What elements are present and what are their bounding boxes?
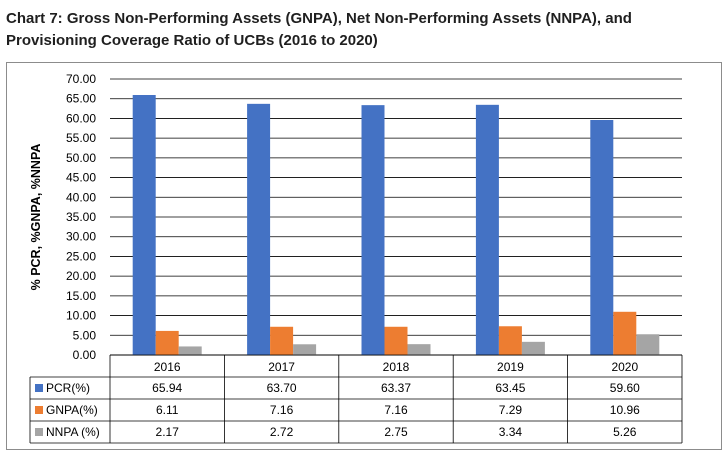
legend-key-3 xyxy=(35,428,43,436)
bar-nnpa-2020 xyxy=(636,334,660,355)
bar-nnpa-2018 xyxy=(407,344,431,355)
y-tick-label: 35.00 xyxy=(66,210,96,224)
data-label: 7.16 xyxy=(270,403,294,417)
y-tick-label: 50.00 xyxy=(66,151,96,165)
data-label: 63.37 xyxy=(381,381,411,395)
bar-pcr-2020 xyxy=(590,120,614,356)
bar-gnpa-2018 xyxy=(384,326,408,355)
y-tick-label: 0.00 xyxy=(73,348,97,362)
y-tick-label: 65.00 xyxy=(66,92,96,106)
y-tick-label: 15.00 xyxy=(66,289,96,303)
data-label: 3.34 xyxy=(499,425,523,439)
chart-title: Chart 7: Gross Non-Performing Assets (GN… xyxy=(6,10,632,49)
x-tick-label: 2018 xyxy=(383,360,410,374)
data-label: 65.94 xyxy=(152,381,182,395)
data-label: 5.26 xyxy=(613,425,637,439)
legend-label: PCR(%) xyxy=(46,381,90,395)
bar-pcr-2016 xyxy=(132,95,156,356)
bar-nnpa-2019 xyxy=(521,341,545,355)
x-tick-label: 2017 xyxy=(268,360,295,374)
data-label: 7.29 xyxy=(499,403,523,417)
legend-label: GNPA(%) xyxy=(46,403,98,417)
x-tick-label: 2016 xyxy=(154,360,181,374)
data-label: 63.45 xyxy=(495,381,525,395)
y-tick-label: 60.00 xyxy=(66,111,96,125)
legend-key-2 xyxy=(35,406,43,414)
x-tick-label: 2020 xyxy=(611,360,638,374)
bar-gnpa-2020 xyxy=(613,311,637,355)
bar-gnpa-2019 xyxy=(498,326,522,355)
data-label: 59.60 xyxy=(610,381,640,395)
bar-nnpa-2016 xyxy=(178,346,202,355)
data-label: 10.96 xyxy=(610,403,640,417)
bar-pcr-2018 xyxy=(361,105,385,355)
y-tick-label: 5.00 xyxy=(73,328,97,342)
bar-gnpa-2016 xyxy=(155,330,179,355)
y-tick-label: 40.00 xyxy=(66,190,96,204)
data-label: 63.70 xyxy=(267,381,297,395)
y-axis-label: % PCR, %GNPA, %NNPA xyxy=(29,144,43,291)
legend-label: NNPA (%) xyxy=(46,425,100,439)
y-tick-label: 30.00 xyxy=(66,230,96,244)
bar-pcr-2019 xyxy=(475,104,499,355)
bar-pcr-2017 xyxy=(247,103,271,355)
data-label: 2.72 xyxy=(270,425,294,439)
y-tick-label: 70.00 xyxy=(66,72,96,86)
bar-nnpa-2017 xyxy=(293,344,317,355)
data-label: 2.75 xyxy=(384,425,408,439)
y-tick-label: 45.00 xyxy=(66,171,96,185)
x-tick-label: 2019 xyxy=(497,360,524,374)
data-label: 6.11 xyxy=(156,403,179,417)
y-tick-label: 25.00 xyxy=(66,249,96,263)
bar-gnpa-2017 xyxy=(270,326,294,355)
y-tick-label: 10.00 xyxy=(66,309,96,323)
data-label: 2.17 xyxy=(156,425,180,439)
y-tick-label: 20.00 xyxy=(66,269,96,283)
legend-key-1 xyxy=(35,384,43,392)
chart-frame xyxy=(6,62,722,450)
y-tick-label: 55.00 xyxy=(66,131,96,145)
data-label: 7.16 xyxy=(384,403,408,417)
